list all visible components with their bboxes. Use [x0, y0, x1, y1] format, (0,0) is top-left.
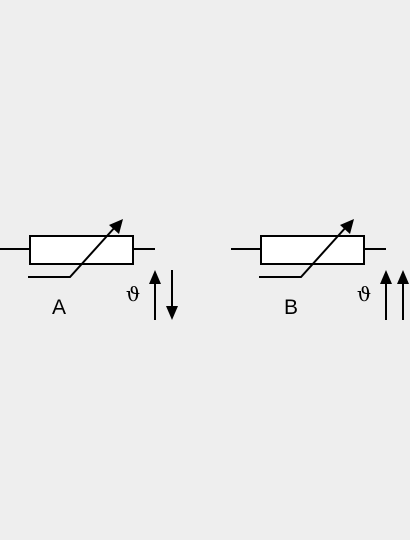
nonlinear-line-a	[28, 225, 117, 278]
thermistor-symbol-a: A ϑ	[0, 219, 178, 320]
thermistor-symbol-b: B ϑ	[231, 219, 409, 320]
symbol-label-a: A	[52, 296, 66, 319]
diagonal-arrowhead-b	[340, 219, 354, 234]
temperature-symbol-b: ϑ	[357, 282, 371, 306]
nonlinear-line-b	[259, 225, 348, 278]
diagonal-arrowhead-a	[109, 219, 123, 234]
arrow-down-a-icon	[166, 306, 178, 320]
arrow-up-a-icon	[149, 270, 161, 284]
arrow-up-b2-icon	[397, 270, 409, 284]
resistor-body-b	[260, 235, 365, 265]
temperature-symbol-a: ϑ	[126, 282, 140, 306]
symbol-label-b: B	[284, 296, 298, 319]
resistor-body-a	[29, 235, 134, 265]
arrow-up-b1-icon	[380, 270, 392, 284]
